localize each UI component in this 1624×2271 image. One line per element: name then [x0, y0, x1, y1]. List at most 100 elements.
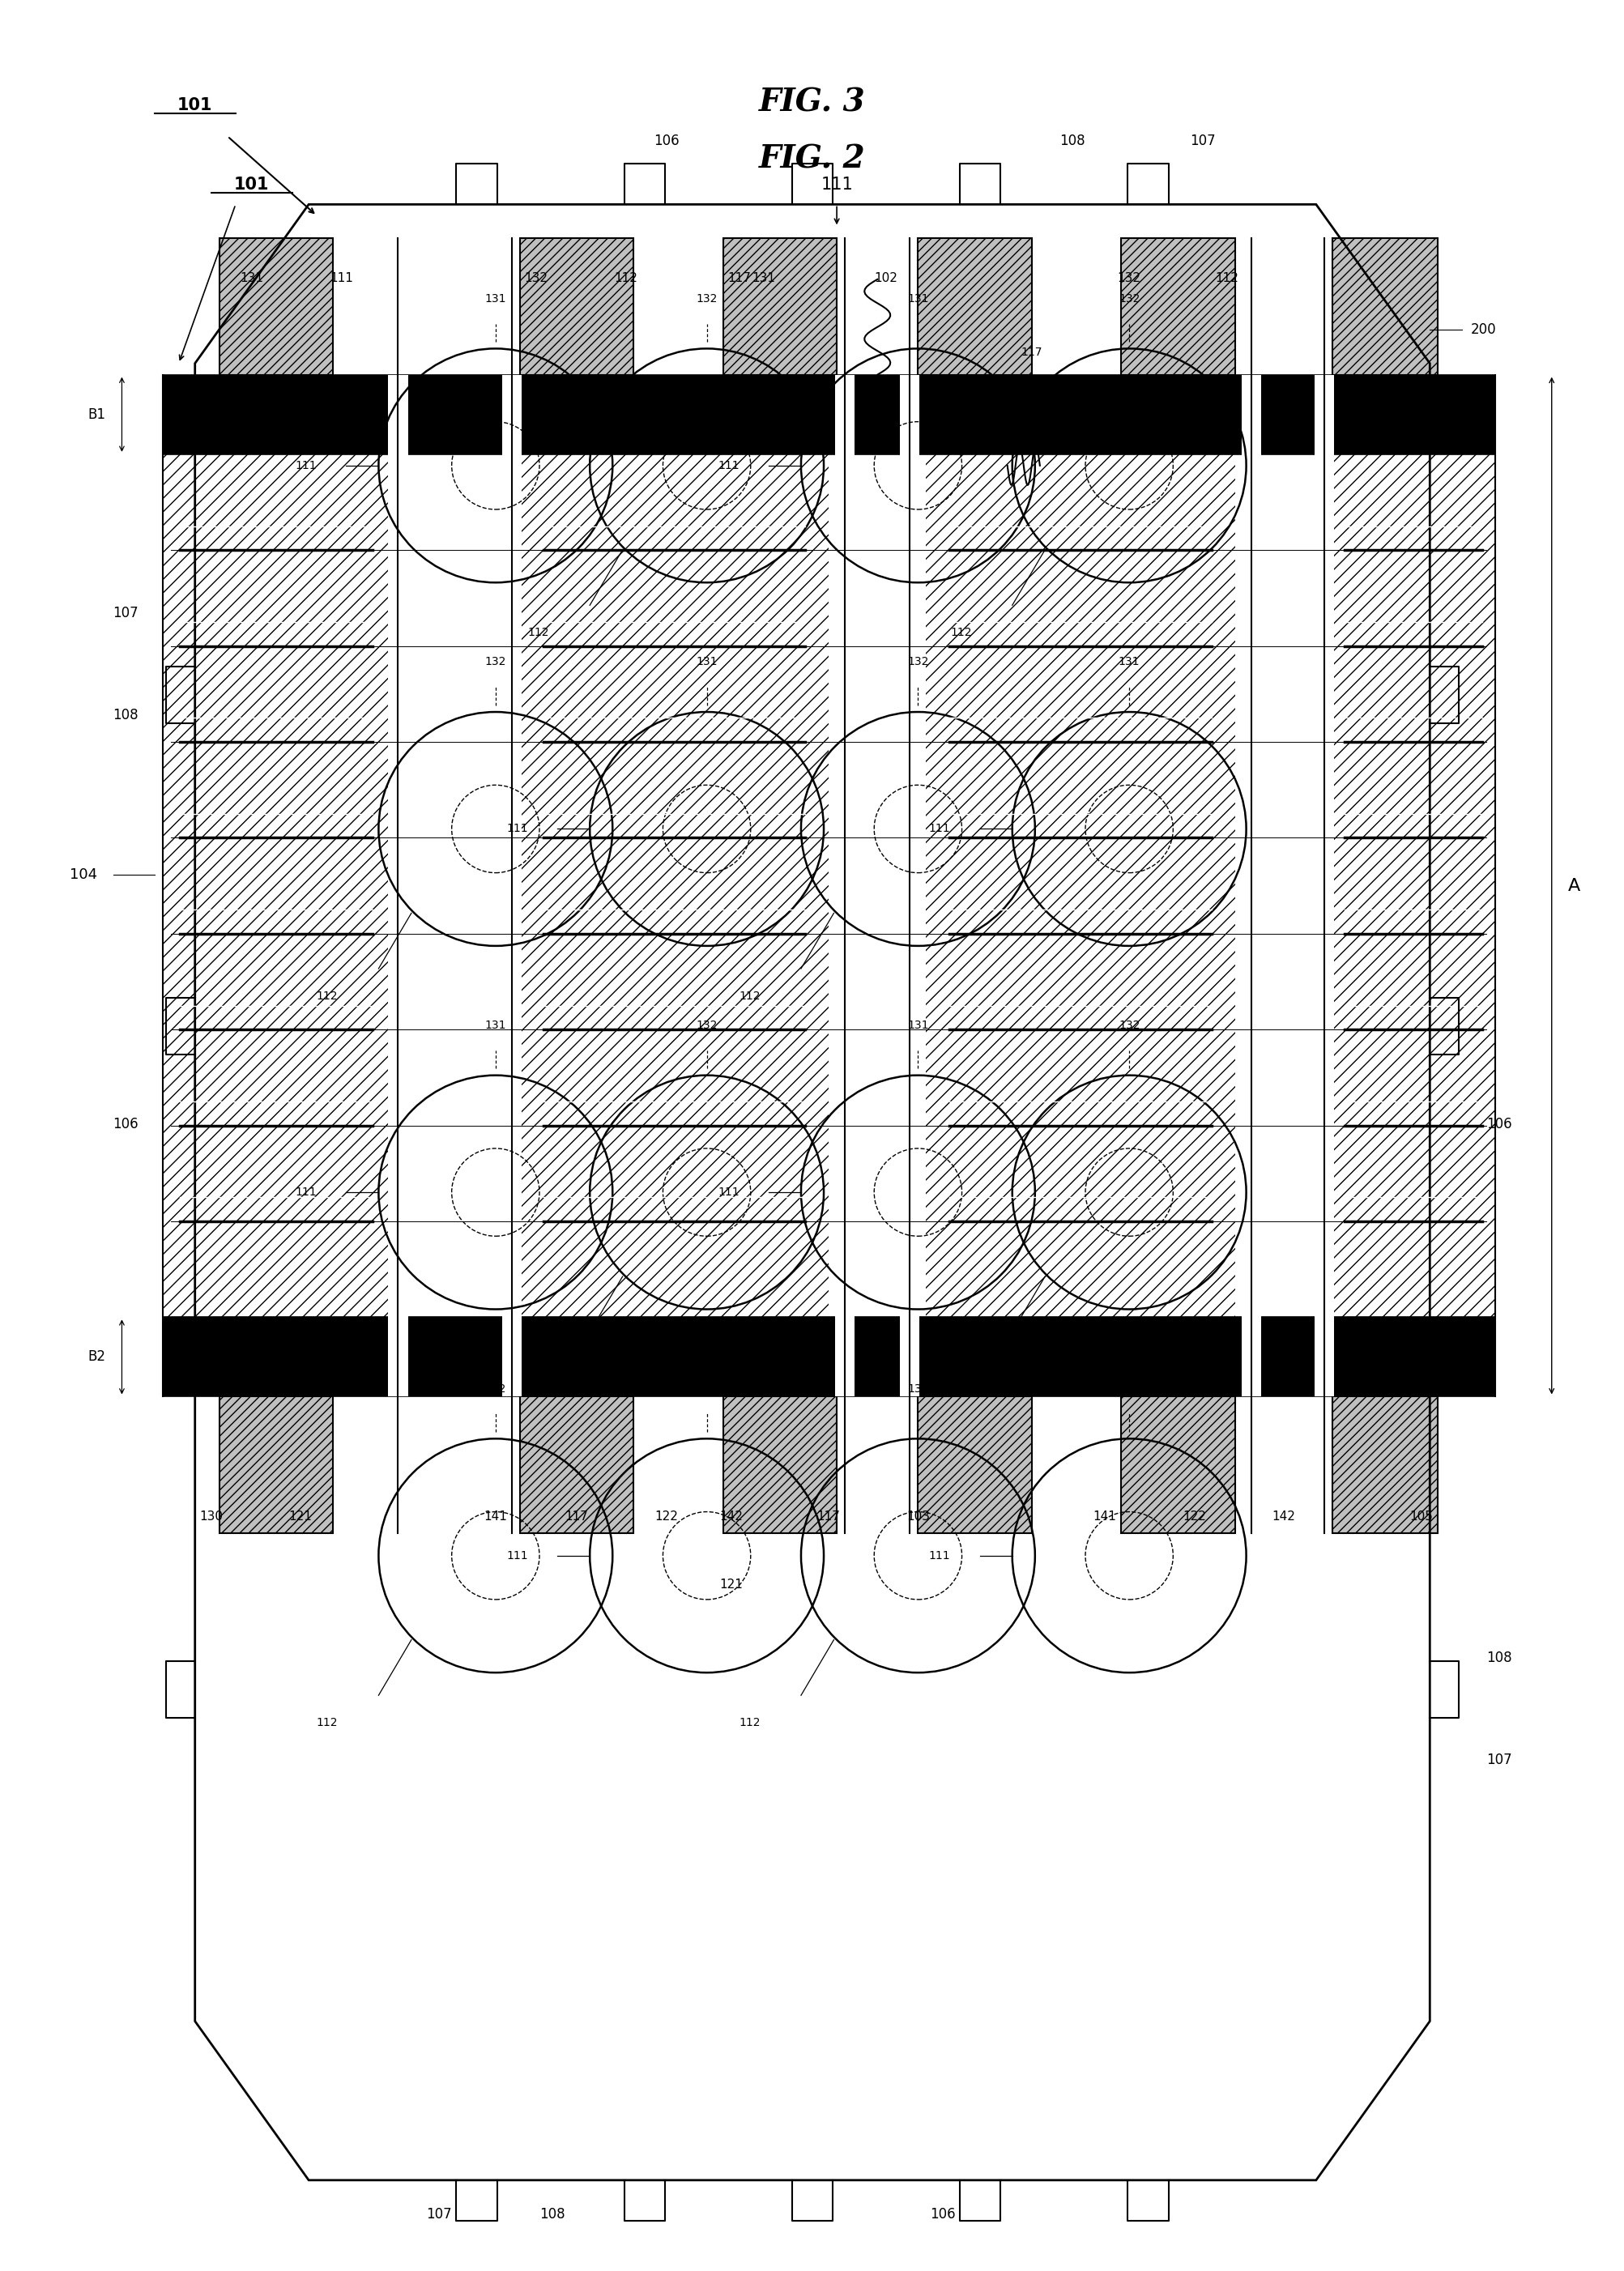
- Bar: [835, 375, 854, 1397]
- Text: 106: 106: [929, 2207, 955, 2221]
- Text: FIG. 3: FIG. 3: [758, 86, 866, 118]
- Text: 132: 132: [695, 1020, 718, 1031]
- Text: 108: 108: [539, 2207, 565, 2221]
- Text: A: A: [1567, 877, 1580, 895]
- Text: 122: 122: [1182, 1510, 1205, 1522]
- Text: 108: 108: [1486, 1651, 1512, 1665]
- Text: 112: 112: [1215, 273, 1237, 284]
- Text: 122: 122: [654, 1510, 677, 1522]
- Text: 112: 112: [614, 273, 637, 284]
- Bar: [1241, 375, 1260, 1397]
- Text: 111: 111: [296, 1188, 317, 1197]
- Text: 112: 112: [317, 1717, 338, 1728]
- Text: 131: 131: [484, 293, 507, 304]
- Bar: [918, 238, 1031, 375]
- Text: 131: 131: [906, 1020, 929, 1031]
- Text: 132: 132: [1117, 293, 1140, 304]
- Text: 131: 131: [695, 1383, 718, 1394]
- Bar: [520, 238, 633, 375]
- Bar: [1332, 1397, 1437, 1533]
- Bar: [219, 238, 333, 375]
- Text: 132: 132: [484, 656, 507, 668]
- Text: 112: 112: [739, 990, 760, 1002]
- Bar: [1121, 238, 1234, 375]
- Text: 108: 108: [112, 709, 138, 722]
- Text: 111: 111: [929, 824, 950, 833]
- Bar: [162, 1317, 1494, 1397]
- Bar: [520, 1397, 633, 1533]
- Text: 102: 102: [1470, 413, 1496, 427]
- Text: 111: 111: [718, 461, 739, 470]
- Text: 112: 112: [739, 1717, 760, 1728]
- Text: 106: 106: [653, 134, 679, 148]
- Bar: [926, 454, 1234, 1317]
- Text: 131: 131: [1117, 656, 1140, 668]
- Bar: [723, 238, 836, 375]
- Bar: [162, 375, 1494, 454]
- Text: 107: 107: [112, 606, 138, 620]
- Text: 132: 132: [906, 656, 929, 668]
- Text: 105: 105: [1410, 1510, 1432, 1522]
- Text: B2: B2: [88, 1349, 106, 1365]
- Bar: [918, 1397, 1031, 1533]
- Text: 132: 132: [695, 293, 718, 304]
- Bar: [723, 1397, 836, 1533]
- Text: 117: 117: [565, 1510, 588, 1522]
- Text: 106: 106: [1486, 1117, 1512, 1131]
- Text: 111: 111: [507, 1551, 528, 1560]
- Bar: [1332, 238, 1437, 375]
- Text: 142: 142: [719, 1510, 742, 1522]
- Text: 117: 117: [1020, 347, 1043, 357]
- Text: B1: B1: [88, 407, 106, 422]
- Text: 131: 131: [695, 656, 718, 668]
- Bar: [502, 375, 521, 1397]
- Text: 108: 108: [1059, 134, 1085, 148]
- Text: 111: 111: [296, 461, 317, 470]
- Text: 130: 130: [200, 1510, 222, 1522]
- Text: 141: 141: [1093, 1510, 1116, 1522]
- Text: 101: 101: [177, 98, 213, 114]
- Bar: [219, 1397, 333, 1533]
- Text: 111: 111: [507, 824, 528, 833]
- Text: 107: 107: [1189, 134, 1215, 148]
- Text: 117: 117: [817, 1510, 840, 1522]
- Text: 131: 131: [240, 273, 263, 284]
- Text: 107: 107: [425, 2207, 451, 2221]
- Text: 132: 132: [484, 1383, 507, 1394]
- Text: 112: 112: [528, 1354, 549, 1365]
- Text: 103: 103: [906, 1510, 929, 1522]
- Bar: [1332, 454, 1494, 1317]
- Text: 200: 200: [1470, 322, 1496, 336]
- Bar: [900, 375, 919, 1397]
- Text: 117: 117: [728, 273, 750, 284]
- Text: 131: 131: [906, 293, 929, 304]
- Text: 106: 106: [112, 1117, 138, 1131]
- Text: 132: 132: [525, 273, 547, 284]
- Bar: [162, 454, 390, 1317]
- Text: 141: 141: [484, 1510, 507, 1522]
- Text: FIG. 2: FIG. 2: [758, 143, 866, 175]
- Text: 132: 132: [1117, 1020, 1140, 1031]
- Text: 132: 132: [906, 1383, 929, 1394]
- Text: 112: 112: [528, 627, 549, 638]
- Text: 121: 121: [719, 1578, 742, 1590]
- Text: 111: 111: [820, 177, 853, 193]
- Text: 112: 112: [317, 990, 338, 1002]
- Text: 121: 121: [289, 1510, 312, 1522]
- Text: 111: 111: [718, 1188, 739, 1197]
- Text: 131: 131: [1117, 1383, 1140, 1394]
- Text: 112: 112: [950, 627, 971, 638]
- Text: 101: 101: [234, 177, 270, 193]
- Text: 104: 104: [70, 868, 97, 881]
- Text: 111: 111: [330, 273, 352, 284]
- Text: 131: 131: [752, 273, 775, 284]
- Text: 111: 111: [929, 1551, 950, 1560]
- Bar: [388, 375, 408, 1397]
- Text: 132: 132: [1117, 273, 1140, 284]
- Text: 102: 102: [874, 273, 896, 284]
- Bar: [1121, 1397, 1234, 1533]
- Bar: [1314, 375, 1333, 1397]
- Text: 131: 131: [484, 1020, 507, 1031]
- Bar: [520, 454, 828, 1317]
- Text: 107: 107: [1486, 1753, 1512, 1767]
